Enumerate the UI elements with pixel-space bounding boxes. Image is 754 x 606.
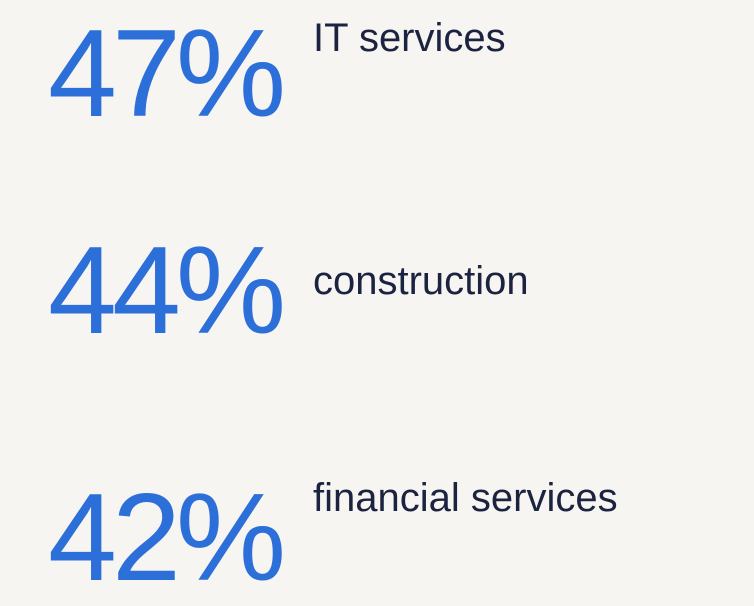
stat-row: 42% financial services bbox=[0, 434, 754, 606]
stat-label: IT services bbox=[313, 16, 506, 60]
stat-row: 44% construction bbox=[0, 217, 754, 417]
stat-label: construction bbox=[313, 259, 529, 303]
stat-row: 47% IT services bbox=[0, 0, 754, 200]
stat-label: financial services bbox=[313, 476, 618, 520]
stat-value: 47% bbox=[48, 5, 286, 143]
stat-value: 42% bbox=[48, 469, 286, 606]
stat-value: 44% bbox=[48, 222, 286, 360]
